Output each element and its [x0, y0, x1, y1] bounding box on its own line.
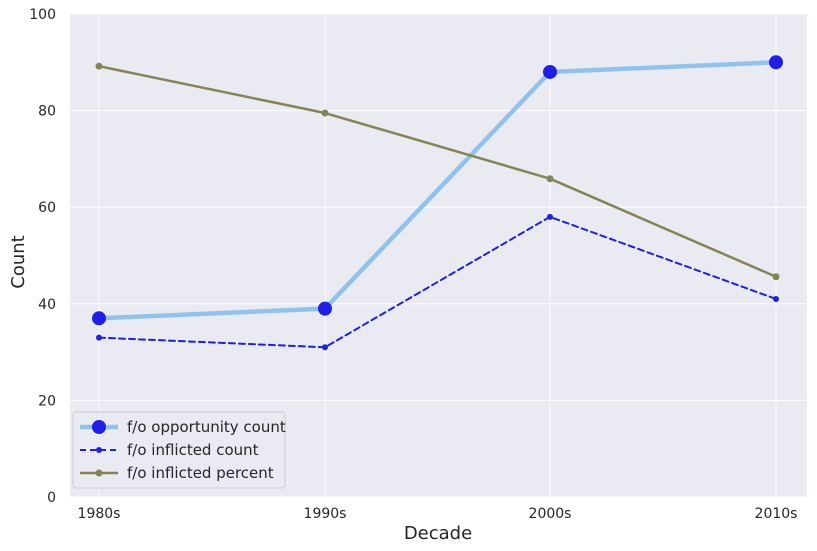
- data-point: [773, 295, 779, 302]
- data-point: [322, 344, 328, 351]
- data-point: [547, 213, 553, 220]
- data-point: [543, 64, 557, 79]
- legend-marker: [92, 420, 106, 434]
- legend-box: [72, 411, 286, 489]
- y-axis-ticks: 0 20 40 60 80 100: [29, 7, 56, 506]
- legend-marker: [96, 447, 102, 453]
- data-point: [318, 301, 332, 316]
- x-tick-label: 1980s: [78, 506, 121, 522]
- series-line: [96, 60, 779, 321]
- y-tick-label: 60: [38, 200, 56, 216]
- series-3: [95, 62, 780, 281]
- data-point: [95, 62, 103, 70]
- y-tick-label: 0: [47, 490, 56, 506]
- data-point: [769, 55, 783, 70]
- data-point: [92, 311, 106, 326]
- series-line: [98, 215, 777, 349]
- series-layer: [92, 55, 783, 351]
- gridlines: [70, 13, 807, 498]
- y-tick-label: 40: [38, 297, 56, 313]
- legend-label: f/o inflicted percent: [127, 464, 274, 482]
- y-tick-label: 100: [29, 7, 56, 23]
- x-axis-label: Decade: [404, 523, 472, 544]
- y-tick-label: 20: [38, 393, 56, 409]
- legend-label: f/o inflicted count: [127, 441, 259, 459]
- x-tick-label: 1990s: [304, 506, 347, 522]
- series-1: [92, 55, 783, 326]
- legend-label: f/o opportunity count: [127, 418, 286, 436]
- legend-marker: [95, 469, 103, 477]
- y-tick-label: 80: [38, 104, 56, 120]
- legend: f/o opportunity count f/o inflicted count…: [72, 411, 286, 489]
- x-tick-label: 2010s: [755, 506, 798, 522]
- series-line: [97, 64, 778, 279]
- data-point: [96, 334, 102, 341]
- data-point: [321, 109, 329, 117]
- data-point: [772, 273, 780, 281]
- data-point: [546, 175, 554, 183]
- x-tick-label: 2000s: [529, 506, 572, 522]
- series-2: [96, 213, 779, 351]
- y-axis-label: Count: [8, 235, 29, 288]
- x-axis-ticks: 1980s 1990s 2000s 2010s: [78, 506, 798, 522]
